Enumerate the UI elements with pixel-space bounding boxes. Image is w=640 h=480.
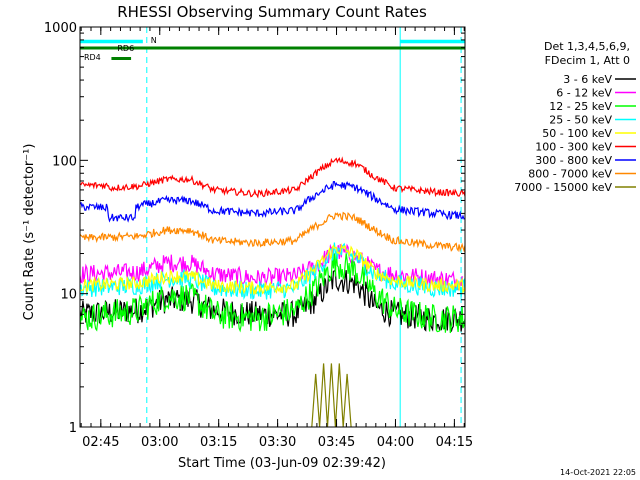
x-tick-label: 03:15 <box>200 435 237 450</box>
legend-label: 100 - 300 keV <box>535 141 612 154</box>
flag-label: N <box>151 36 157 45</box>
series-line-100-300-keV <box>80 156 465 199</box>
x-axis-label: Start Time (03-Jun-09 02:39:42) <box>178 456 386 471</box>
series-line-800-7000-keV <box>80 211 465 253</box>
y-axis-label: Count Rate (s⁻¹ detector⁻¹) <box>22 144 37 321</box>
chart-title: RHESSI Observing Summary Count Rates <box>117 3 427 21</box>
y-axis: 1 10 100 1000 <box>44 21 465 436</box>
y-tick-label: 100 <box>52 154 77 169</box>
legend-label: 7000 - 15000 keV <box>514 181 612 194</box>
x-tick-label: 04:15 <box>436 435 473 450</box>
legend-label: 12 - 25 keV <box>549 100 612 113</box>
y-tick-label: 10 <box>60 288 77 303</box>
legend-header: Det 1,3,4,5,6,9, <box>544 40 630 53</box>
x-tick-label: 02:45 <box>82 435 119 450</box>
x-tick-label: 04:00 <box>377 435 414 450</box>
x-axis: 02:45 03:00 03:15 03:30 03:45 04:00 04:15 <box>80 27 473 450</box>
footer-timestamp: 14-Oct-2021 22:05 <box>560 468 636 477</box>
legend-label: 25 - 50 keV <box>549 114 612 127</box>
flag-label: RD4 <box>84 53 101 62</box>
legend-header: FDecim 1, Att 0 <box>545 54 630 67</box>
x-tick-label: 03:00 <box>141 435 178 450</box>
y-tick-label: 1000 <box>44 21 77 36</box>
series-line-300-800-keV <box>80 180 465 223</box>
series-line-50-100-keV <box>80 242 465 295</box>
legend-label: 6 - 12 keV <box>556 87 612 100</box>
flag-layer: N RD6 RD4 <box>80 36 465 62</box>
legend-label: 50 - 100 keV <box>542 127 612 140</box>
series-line-7000-15000-keV <box>311 363 352 427</box>
legend-label: 3 - 6 keV <box>563 73 612 86</box>
y-tick-label: 1 <box>69 421 77 436</box>
x-tick-label: 03:30 <box>259 435 296 450</box>
legend: Det 1,3,4,5,6,9,FDecim 1, Att 0 3 - 6 keV… <box>514 40 636 194</box>
legend-label: 800 - 7000 keV <box>528 168 612 181</box>
flag-label: RD6 <box>117 44 134 53</box>
x-tick-label: 03:45 <box>318 435 355 450</box>
plot-frame <box>79 26 466 428</box>
series-line-12-25-keV <box>80 250 465 334</box>
legend-label: 300 - 800 keV <box>535 154 612 167</box>
series-layer <box>80 27 465 427</box>
